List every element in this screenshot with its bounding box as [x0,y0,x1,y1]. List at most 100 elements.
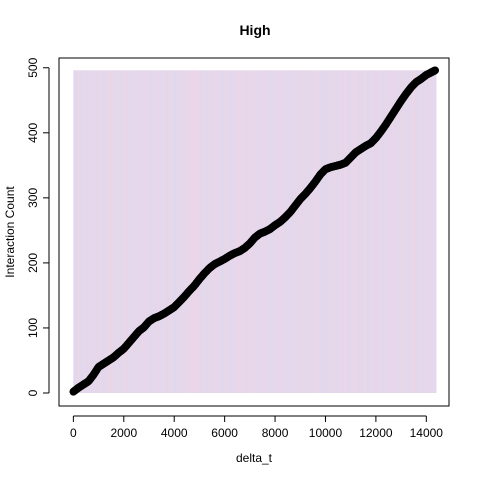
band-stripe [196,70,199,393]
band-stripe [74,70,77,393]
band-stripe [425,70,427,393]
band-stripe [169,70,171,393]
band-stripe [153,70,155,393]
band-stripe [193,70,195,393]
x-axis-label: delta_t [236,451,273,465]
band-stripe [433,70,435,393]
band-stripe [111,70,114,393]
band-stripe [92,70,95,393]
band-stripe [378,70,381,393]
band-stripe [306,70,309,393]
band-stripe [417,70,419,393]
band-stripe [95,70,98,393]
y-axis-label: Interaction Count [3,186,17,278]
band-stripe [316,70,319,393]
band-stripe [335,70,338,393]
x-tick-label: 14000 [410,426,444,440]
band-stripe [116,70,119,393]
band-stripe [161,70,163,393]
band-stripe [404,70,407,393]
band-stripe [342,70,344,393]
band-stripe [223,70,226,393]
band-stripe [377,70,379,393]
band-stripe [202,70,205,393]
y-tick-label: 0 [26,389,40,396]
x-tick-label: 8000 [262,426,289,440]
band-stripe [209,70,211,393]
y-tick-label: 400 [26,122,40,142]
band-stripe [327,70,330,393]
band-stripe [391,70,394,393]
band-stripe [406,70,408,393]
x-axis: 0 2000 4000 6000 8000 10000 12000 14000 [70,415,444,440]
band-stripe [129,70,131,393]
band-stripe [110,70,112,393]
y-tick-label: 200 [26,253,40,273]
band-stripe [287,70,290,393]
band-stripe [310,70,312,393]
band-stripe [90,70,93,393]
band-stripe [399,70,402,393]
band-stripe [313,70,315,393]
band-stripe [375,70,378,393]
band-stripe [396,70,399,393]
band-stripe [394,70,397,393]
band-stripe [350,70,352,393]
band-stripe [78,70,80,393]
band-stripe [100,70,103,393]
band-stripe [228,70,231,393]
band-stripe [308,70,311,393]
band-stripe [231,70,234,393]
band-stripe [351,70,354,393]
band-stripe [383,70,386,393]
band-stripe [191,70,194,393]
x-tick-label: 4000 [161,426,188,440]
band-stripe [311,70,314,393]
band-stripe [401,70,403,393]
band-stripe [79,70,82,393]
band-stripe [126,70,128,393]
band-stripe [178,70,181,393]
band-stripe [201,70,203,393]
band-stripe [370,70,373,393]
band-stripe [217,70,219,393]
band-stripe [206,70,208,393]
band-stripe [362,70,365,393]
band-stripe [284,70,287,393]
x-tick-label: 2000 [110,426,137,440]
band-stripe [276,70,279,393]
band-stripe [361,70,363,393]
band-stripe [103,70,106,393]
band-stripe [246,70,248,393]
band-stripe [398,70,400,393]
band-stripe [118,70,120,393]
band-stripe [84,70,87,393]
band-stripe [94,70,96,393]
band-stripe [134,70,136,393]
band-stripe [426,70,429,393]
x-tick-label: 0 [70,426,77,440]
band-stripe [422,70,424,393]
band-stripe [159,70,162,393]
band-stripe [412,70,415,393]
band-stripe [185,70,187,393]
band-stripe [113,70,115,393]
band-stripe [233,70,235,393]
band-stripe [337,70,339,393]
band-stripe [282,70,285,393]
band-stripe [105,70,107,393]
band-stripe [300,70,303,393]
band-stripe [390,70,392,393]
band-stripe [359,70,362,393]
band-stripe [322,70,325,393]
band-stripe [356,70,359,393]
band-stripe [108,70,111,393]
y-tick-label: 100 [26,318,40,338]
y-axis: 0 100 200 300 400 500 [26,57,50,396]
plot-frame [58,57,450,407]
band-stripe [142,70,144,393]
band-stripe [298,70,301,393]
band-stripe [382,70,384,393]
band-stripe [154,70,157,393]
band-stripe [302,70,304,393]
